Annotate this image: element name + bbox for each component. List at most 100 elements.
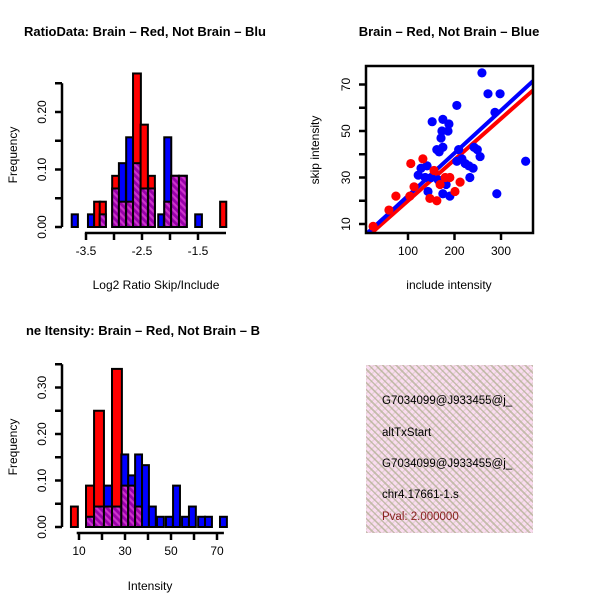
intensity_hist-title: ne Itensity: Brain – Red, Not Brain – B <box>26 323 260 338</box>
gene-id-line-1: G7034099@J933455@j_ <box>382 395 513 407</box>
y-tick-label: 0.20 <box>35 100 49 124</box>
pval-line: Pval: 2.000000 <box>382 511 459 523</box>
x-tick-label: 70 <box>210 544 224 558</box>
ratio_hist-y-axis-title: Frequency <box>6 127 20 184</box>
x-tick-label: -2.5 <box>132 244 153 258</box>
red-data-point <box>409 182 419 192</box>
blue-data-point <box>454 145 464 155</box>
red-data-point <box>455 177 465 187</box>
histogram-bar <box>147 505 157 529</box>
x-tick-label: 10 <box>72 544 86 558</box>
histogram-bar <box>181 515 190 529</box>
y-tick-label: 0.10 <box>35 157 49 181</box>
histogram-bar <box>194 213 203 229</box>
ratio_hist-bars <box>70 72 228 229</box>
blue-data-point <box>452 156 462 166</box>
histogram-overlap-bar <box>93 505 105 529</box>
scatter-x-axis-title: include intensity <box>406 278 491 292</box>
intensity-histogram-panel: 0.00 0.10 0.20 0.30 10 30 50 70 ne Itensity: Bra… <box>6 323 260 593</box>
blue-fit-line <box>366 79 533 233</box>
blue-data-point <box>423 186 433 197</box>
x-tick-label: -1.5 <box>188 244 209 258</box>
y-tick-label: 0.00 <box>35 515 49 539</box>
intensity_hist-x-axis-title: Intensity <box>128 579 173 593</box>
red-data-point <box>429 165 439 176</box>
histogram-bar <box>155 515 165 529</box>
histogram-bar <box>197 515 207 529</box>
y-tick-label: 0.00 <box>35 215 49 239</box>
gene-id-line-2: G7034099@J933455@j_ <box>382 458 513 470</box>
plot-box <box>364 64 535 235</box>
x-tick-label: -3.5 <box>76 244 97 258</box>
histogram-bar <box>172 484 181 528</box>
blue-data-point <box>492 189 502 199</box>
x-tick-label: 50 <box>164 544 178 558</box>
blue-data-point <box>443 126 453 136</box>
red-data-point <box>435 179 445 190</box>
blue-data-point <box>436 133 446 143</box>
y-tick-label: 10 <box>339 217 353 231</box>
histogram-overlap-bar <box>85 515 96 529</box>
blue-data-point <box>495 89 505 99</box>
red-data-point <box>425 193 435 204</box>
y-tick-label: 0.20 <box>35 422 49 446</box>
histogram-overlap-bar <box>117 200 127 228</box>
blue-data-point <box>468 163 478 173</box>
x-tick-label: 300 <box>491 244 511 258</box>
red-data-point <box>445 172 455 183</box>
histogram-bar <box>70 213 79 229</box>
histogram-bar <box>218 515 228 529</box>
blue-data-point <box>444 119 454 129</box>
y-tick-label: 50 <box>339 124 353 138</box>
scatter-plot-area <box>366 68 533 233</box>
blue-data-point <box>438 142 448 152</box>
x-tick-label: 200 <box>444 244 464 258</box>
blue-data-point <box>521 156 531 166</box>
scatter-title: Brain – Red, Not Brain – Blue <box>359 24 540 39</box>
histogram-overlap-bar <box>177 174 188 228</box>
red-data-point <box>450 186 460 197</box>
blue-data-point <box>413 170 423 180</box>
blue-data-point <box>475 151 485 162</box>
y-tick-label: 30 <box>339 171 353 185</box>
ratio_hist-title: RatioData: Brain – Red, Not Brain – Blu <box>24 24 266 39</box>
red-data-point <box>391 191 401 201</box>
blue-data-point <box>426 172 436 183</box>
scatter-panel: 10 30 50 70 100 200 300 Brain – Red, Not Brain … <box>308 24 540 292</box>
blue-data-point <box>427 117 437 127</box>
histogram-bar <box>187 505 197 529</box>
histogram-bar <box>164 515 174 529</box>
histogram-overlap-bar <box>147 187 156 229</box>
y-tick-label: 0.10 <box>35 468 49 492</box>
ratio_hist-x-axis-title: Log2 Ratio Skip/Include <box>93 278 220 292</box>
intensity_hist-bars <box>69 367 228 529</box>
blue-data-point <box>483 89 493 99</box>
ratio-histogram-panel: 0.00 0.10 0.20 -3.5 -2.5 -1.5 RatioData: Brain… <box>6 24 266 292</box>
intensity_hist-y-axis-title: Frequency <box>6 419 20 476</box>
histogram-overlap-bar <box>139 187 149 229</box>
y-tick-label: 70 <box>339 78 353 92</box>
red-data-point <box>384 205 394 215</box>
histogram-bar <box>157 213 165 229</box>
x-tick-label: 100 <box>398 244 418 258</box>
scatter-y-axis-title: skip intensity <box>308 116 322 185</box>
histogram-bar <box>204 515 213 529</box>
x-tick-label: 30 <box>118 544 132 558</box>
histogram-overlap-bar <box>102 505 114 529</box>
chromosome-line: chr4.17661-1.s <box>382 489 459 501</box>
histogram-bar <box>69 505 79 529</box>
red-data-point <box>432 196 442 206</box>
red-data-point <box>405 191 415 201</box>
alt-tx-start-line: altTxStart <box>382 427 432 439</box>
histogram-bar <box>219 200 228 228</box>
red-data-point <box>368 221 378 231</box>
blue-data-point <box>472 145 482 155</box>
red-fit-line <box>368 88 533 233</box>
gene-info-box: G7034099@J933455@j_ altTxStart G7034099@… <box>366 365 533 533</box>
y-tick-label: 0.30 <box>35 375 49 399</box>
histogram-bar <box>141 464 150 528</box>
histogram-overlap-bar <box>127 484 137 528</box>
blue-data-point <box>438 189 448 199</box>
blue-data-point <box>452 100 462 111</box>
